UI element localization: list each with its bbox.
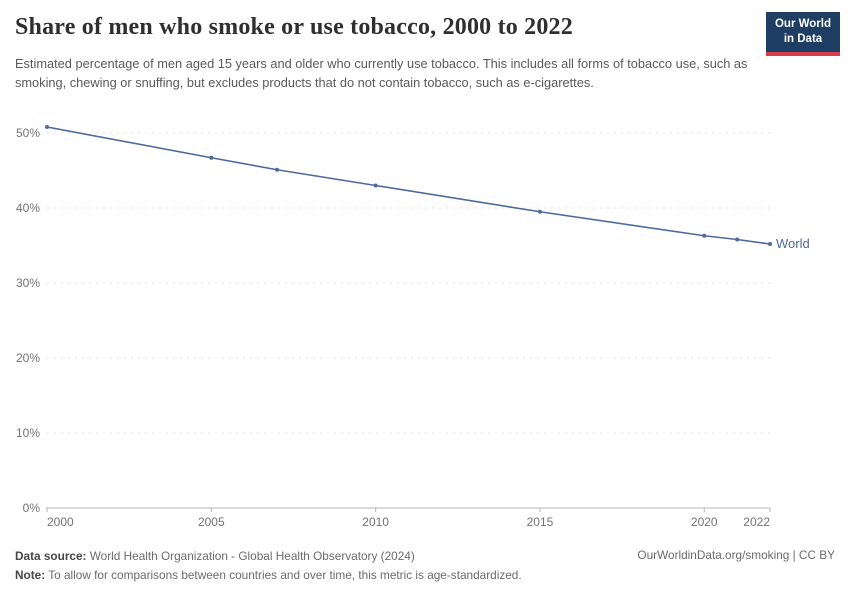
note-text: To allow for comparisons between countri… xyxy=(45,567,522,582)
y-axis-tick-label: 40% xyxy=(16,201,40,215)
data-point-2021 xyxy=(735,237,740,242)
footer-notes: Data source: World Health Organization -… xyxy=(15,547,522,585)
x-axis-tick-label: 2010 xyxy=(362,515,389,529)
y-axis-tick-label: 0% xyxy=(23,501,41,515)
y-axis-tick-label: 20% xyxy=(16,351,40,365)
data-source-text: World Health Organization - Global Healt… xyxy=(86,549,415,563)
line-chart: 0% 10% 20% 30% 40% 50% 2000 2005 2010 2015 2020 202… xyxy=(16,125,810,529)
data-point-2007 xyxy=(275,167,280,172)
x-axis-tick-label: 2020 xyxy=(691,515,718,529)
owid-logo-line1: Our World xyxy=(774,18,831,30)
x-axis-tick-label: 2015 xyxy=(527,515,554,529)
x-axis-tick-label: 2022 xyxy=(743,515,770,529)
data-point-2015 xyxy=(537,209,542,214)
data-point-2010 xyxy=(373,183,378,188)
data-point-2000 xyxy=(45,125,49,129)
owid-url-license-link[interactable]: OurWorldinData.org/smoking | CC BY xyxy=(637,548,835,562)
x-axis-tick-label: 2000 xyxy=(47,515,74,529)
data-point-2020 xyxy=(702,233,707,238)
note-line: Note: To allow for comparisons between c… xyxy=(15,566,522,585)
y-axis-tick-label: 10% xyxy=(16,426,40,440)
series-line-world xyxy=(46,126,771,245)
owid-logo[interactable]: Our World in Data xyxy=(766,12,840,56)
chart-subtitle: Estimated percentage of men aged 15 year… xyxy=(15,56,748,90)
page-title: Share of men who smoke or use tobacco, 2… xyxy=(15,14,573,40)
y-axis-tick-label: 30% xyxy=(16,276,40,290)
data-point-2022 xyxy=(768,242,772,246)
data-source-label: Data source: xyxy=(15,549,87,563)
series-end-label[interactable]: World xyxy=(776,236,810,251)
data-point-2005 xyxy=(209,155,214,160)
owid-logo-line2: in Data xyxy=(783,32,823,45)
data-source-line: Data source: World Health Organization -… xyxy=(15,547,522,566)
y-axis-tick-label: 50% xyxy=(16,126,40,140)
x-axis-tick-label: 2005 xyxy=(198,515,225,529)
note-label: Note: xyxy=(15,567,46,582)
